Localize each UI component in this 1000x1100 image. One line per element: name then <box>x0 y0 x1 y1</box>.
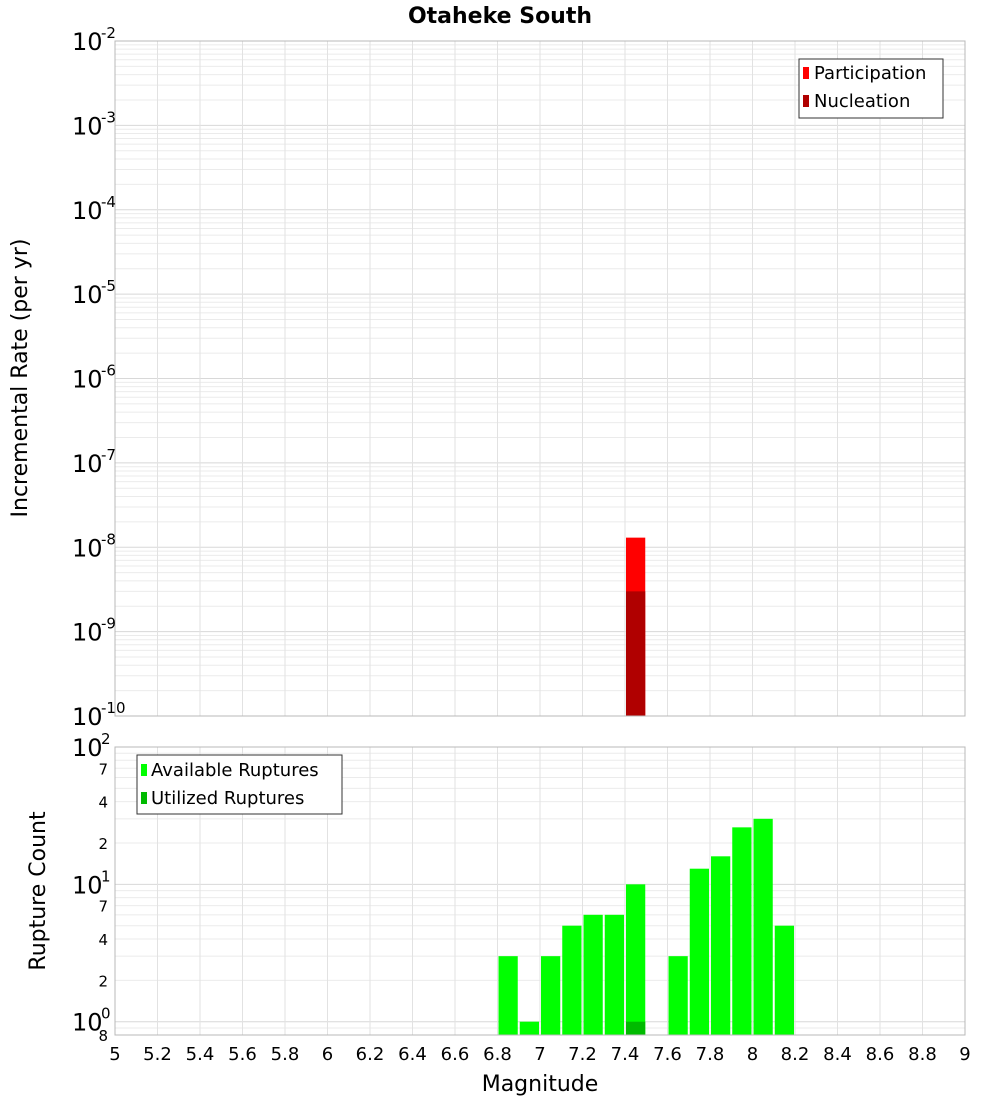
count-y-minor-tick-label: 4 <box>98 794 108 812</box>
count-y-tick-label: 10 <box>72 734 103 762</box>
count-y-minor-tick-label: 4 <box>98 931 108 949</box>
available-ruptures-bar <box>541 956 561 1035</box>
rate-y-tick-exponent: -7 <box>101 446 116 464</box>
count-y-minor-tick-label: 7 <box>98 898 108 916</box>
available-ruptures-bar <box>774 925 794 1035</box>
rate-legend-label: Participation <box>814 63 926 84</box>
rate-y-tick-exponent: -5 <box>101 277 116 295</box>
count-legend-swatch <box>141 764 147 776</box>
x-tick-label: 6 <box>322 1044 333 1065</box>
rate-y-tick-label: 10 <box>72 281 103 309</box>
rate-y-tick-exponent: -9 <box>101 615 116 633</box>
x-tick-label: 6.6 <box>441 1044 470 1065</box>
x-tick-label: 5.6 <box>228 1044 257 1065</box>
available-ruptures-bar <box>626 884 646 1035</box>
rate-y-tick-exponent: -4 <box>101 193 116 211</box>
count-legend: Available Ruptures Utilized Ruptures <box>136 754 343 815</box>
count-y-tick-exponent: 1 <box>101 867 111 885</box>
rate-legend-box <box>798 58 944 119</box>
rate-y-tick-exponent: -6 <box>101 362 116 380</box>
count-y-minor-tick-label: 7 <box>98 760 108 778</box>
count-legend-box <box>136 754 343 815</box>
x-tick-label: 8.6 <box>866 1044 895 1065</box>
available-ruptures-bar <box>711 856 731 1035</box>
x-tick-label: 5.2 <box>143 1044 172 1065</box>
rate-legend-label: Nucleation <box>814 91 910 112</box>
available-ruptures-bar <box>498 956 518 1035</box>
rate-legend-swatch <box>803 95 809 107</box>
count-legend-label: Utilized Ruptures <box>151 788 304 809</box>
x-tick-label: 5.8 <box>271 1044 300 1065</box>
x-tick-label: 6.4 <box>398 1044 427 1065</box>
x-tick-label: 8.4 <box>823 1044 852 1065</box>
available-ruptures-bar <box>583 914 603 1035</box>
count-y-tick-exponent: 0 <box>101 1005 111 1023</box>
rate-y-tick-label: 10 <box>72 534 103 562</box>
x-tick-label: 7.6 <box>653 1044 682 1065</box>
rate-y-tick-label: 10 <box>72 450 103 478</box>
x-tick-label: 8 <box>747 1044 758 1065</box>
rate-y-tick-exponent: -10 <box>101 699 126 717</box>
count-plot-frame <box>114 746 966 1036</box>
x-tick-label: 9 <box>959 1044 970 1065</box>
rate-plot-frame <box>114 40 966 717</box>
rate-plot: 10-1010-910-810-710-610-510-410-310-2Par… <box>72 24 966 731</box>
count-y-tick-label: 10 <box>72 871 103 899</box>
count-y-minor-tick-label: 2 <box>98 835 108 853</box>
rate-y-tick-label: 10 <box>72 28 103 56</box>
x-tick-label: 7.2 <box>568 1044 597 1065</box>
rate-y-tick-exponent: -8 <box>101 530 116 548</box>
x-axis-label: Magnitude <box>482 1072 599 1097</box>
count-y-tick-label: 10 <box>72 1009 103 1037</box>
count-y-minor-tick-label: 8 <box>98 1027 108 1045</box>
rate-y-tick-label: 10 <box>72 197 103 225</box>
count-y-axis-label: Rupture Count <box>26 811 51 971</box>
available-ruptures-bar <box>604 914 624 1035</box>
rate-y-tick-label: 10 <box>72 619 103 647</box>
x-tick-label: 6.8 <box>483 1044 512 1065</box>
available-ruptures-bar <box>562 925 582 1035</box>
nucleation-bar <box>626 591 646 716</box>
available-ruptures-bar <box>668 956 688 1035</box>
rate-y-tick-label: 10 <box>72 366 103 394</box>
count-y-tick-exponent: 2 <box>101 730 111 748</box>
rate-y-tick-exponent: -2 <box>101 24 116 42</box>
utilized-ruptures-bar <box>626 1021 646 1035</box>
x-tick-label: 8.2 <box>781 1044 810 1065</box>
x-tick-label: 7.8 <box>696 1044 725 1065</box>
count-y-minor-tick-label: 2 <box>98 972 108 990</box>
x-tick-label: 5.4 <box>186 1044 215 1065</box>
x-tick-label: 5 <box>109 1044 120 1065</box>
x-tick-label: 6.2 <box>356 1044 385 1065</box>
available-ruptures-bar <box>732 827 752 1035</box>
available-ruptures-bar <box>519 1021 539 1035</box>
available-ruptures-bar <box>689 868 709 1035</box>
rate-y-axis-label: Incremental Rate (per yr) <box>8 239 33 518</box>
count-legend-swatch <box>141 792 147 804</box>
rate-legend: Participation Nucleation <box>798 58 944 119</box>
x-tick-label: 7.4 <box>611 1044 640 1065</box>
available-ruptures-bar <box>753 818 773 1035</box>
chart-title: Otaheke South <box>408 4 592 29</box>
x-tick-label: 7 <box>534 1044 545 1065</box>
rate-y-tick-label: 10 <box>72 703 103 731</box>
x-axis-ticks: 5 5.2 5.4 5.6 5.8 6 6.2 6.4 6.6 6.8 7 7.2 7.4 7.6 7.8 8… <box>109 1044 970 1065</box>
rate-y-tick-label: 10 <box>72 112 103 140</box>
rate-y-tick-exponent: -3 <box>101 108 116 126</box>
count-legend-label: Available Ruptures <box>151 760 319 781</box>
rate-legend-swatch <box>803 67 809 79</box>
x-tick-label: 8.8 <box>908 1044 937 1065</box>
